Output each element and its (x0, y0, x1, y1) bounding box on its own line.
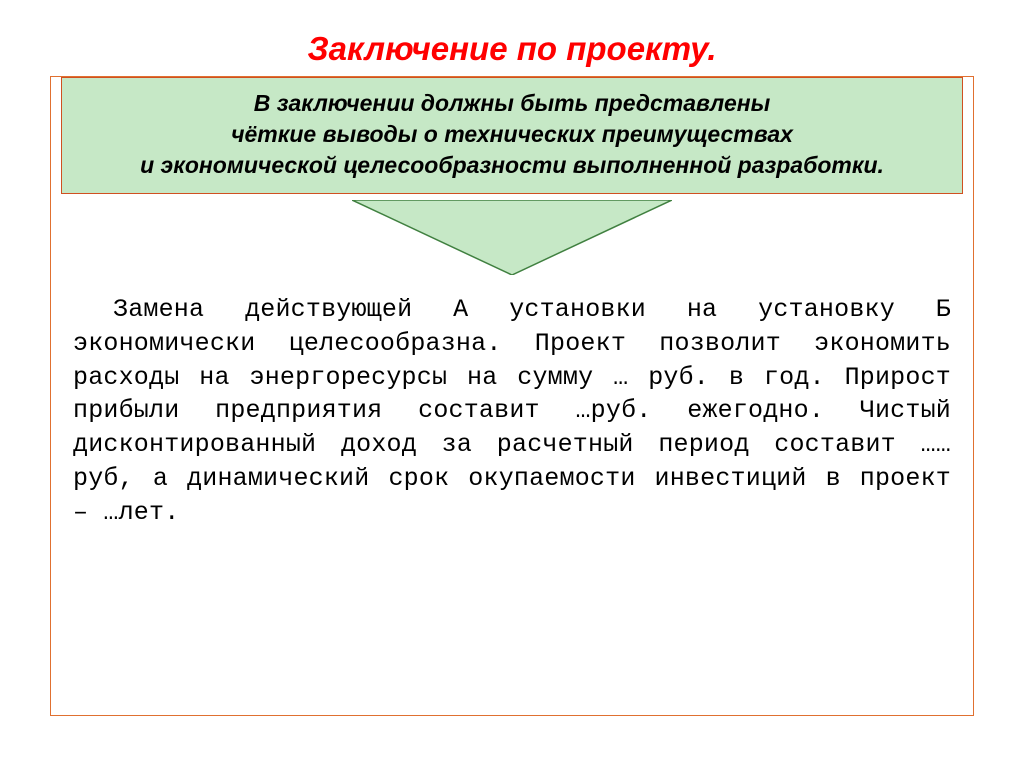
slide-title: Заключение по проекту. (50, 30, 974, 68)
info-line-3: и экономической целесообразности выполне… (76, 150, 948, 181)
info-line-2: чёткие выводы о технических преимущества… (76, 119, 948, 150)
down-arrow-icon (352, 200, 672, 275)
body-paragraph: Замена действующей А установки на устано… (51, 293, 973, 529)
body-text-content: Замена действующей А установки на устано… (73, 295, 951, 527)
content-frame: В заключении должны быть представлены чё… (50, 76, 974, 716)
info-line-1: В заключении должны быть представлены (76, 88, 948, 119)
info-box: В заключении должны быть представлены чё… (61, 77, 963, 194)
arrow-container (51, 200, 973, 275)
slide: Заключение по проекту. В заключении долж… (0, 0, 1024, 768)
